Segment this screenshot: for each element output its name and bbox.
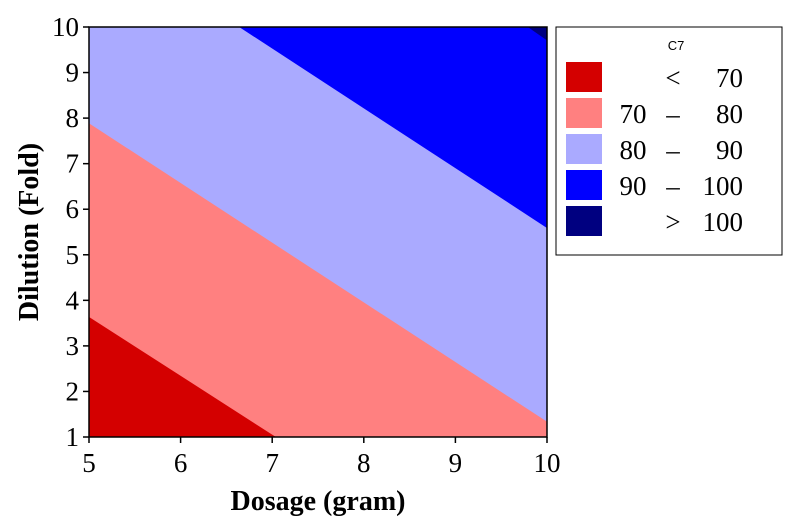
y-tick-label: 3	[66, 331, 80, 361]
legend-operator: –	[665, 135, 680, 165]
legend-operator: >	[665, 207, 680, 237]
legend-swatch	[566, 206, 602, 236]
x-tick-label: 8	[357, 448, 371, 478]
x-tick-label: 9	[449, 448, 463, 478]
x-tick-label: 7	[265, 448, 279, 478]
legend-swatch	[566, 170, 602, 200]
y-tick-label: 8	[66, 103, 80, 133]
y-tick-label: 4	[66, 285, 80, 315]
legend-high: 100	[703, 171, 744, 201]
y-axis: 1 2 3 4 5 6 7 8 9 10	[52, 12, 89, 452]
legend-operator: –	[665, 99, 680, 129]
legend-item: <70	[566, 62, 743, 93]
legend-item: 90–100	[566, 170, 743, 201]
y-tick-label: 2	[66, 376, 80, 406]
x-axis: 5 6 7 8 9 10	[82, 437, 561, 478]
y-tick-label: 7	[66, 149, 80, 179]
legend-high: 70	[716, 63, 743, 93]
legend-high: 90	[716, 135, 743, 165]
legend-high: 80	[716, 99, 743, 129]
legend-swatch	[566, 98, 602, 128]
y-tick-label: 6	[66, 194, 80, 224]
x-tick-label: 5	[82, 448, 96, 478]
plot-frame	[88, 26, 548, 438]
legend-low: 80	[620, 135, 647, 165]
legend-item: 80– 90	[566, 134, 743, 165]
y-tick-label: 10	[52, 12, 79, 42]
legend-swatch	[566, 62, 602, 92]
legend-low: 70	[620, 99, 647, 129]
y-tick-label: 1	[66, 422, 80, 452]
legend-high: 100	[703, 207, 744, 237]
y-tick-label: 9	[66, 58, 80, 88]
legend-operator: –	[665, 171, 680, 201]
legend-operator: <	[665, 63, 680, 93]
y-tick-label: 5	[66, 240, 80, 270]
contour-regions	[88, 26, 548, 438]
x-axis-title: Dosage (gram)	[231, 486, 406, 517]
x-tick-label: 10	[534, 448, 561, 478]
legend-low: 90	[620, 171, 647, 201]
y-axis-title: Dilution (Fold)	[14, 143, 45, 321]
legend-item: 70– 80	[566, 98, 743, 129]
x-tick-label: 6	[174, 448, 188, 478]
legend-swatch	[566, 134, 602, 164]
legend-title: C7	[668, 38, 685, 53]
legend-item: >100	[566, 206, 743, 237]
